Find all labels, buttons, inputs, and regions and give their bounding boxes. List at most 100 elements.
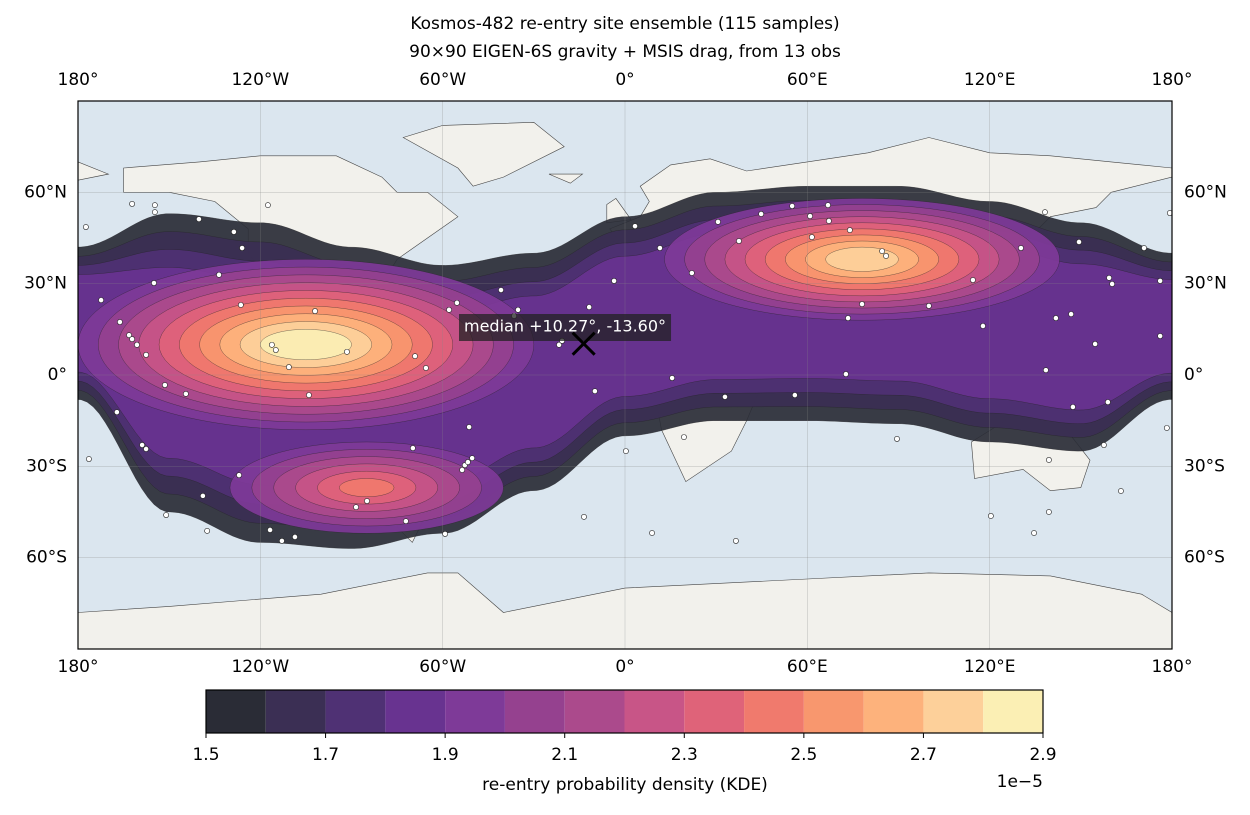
sample-point bbox=[285, 364, 292, 370]
colorbar-tick-label: 2.7 bbox=[910, 745, 937, 765]
sample-point bbox=[980, 323, 986, 329]
sample-point bbox=[402, 518, 409, 525]
sample-point bbox=[649, 530, 655, 536]
y-tick-label: 30°S bbox=[26, 456, 67, 476]
sample-point bbox=[807, 213, 813, 219]
colorbar-band bbox=[983, 690, 1043, 733]
sample-point bbox=[733, 538, 739, 544]
sample-point bbox=[1118, 488, 1124, 494]
x-tick-label: 120°W bbox=[231, 657, 289, 677]
sample-point bbox=[353, 504, 359, 511]
x-tick-label: 60°W bbox=[419, 657, 466, 677]
sample-point bbox=[129, 336, 135, 342]
sample-point bbox=[970, 277, 976, 283]
sample-point bbox=[1106, 274, 1112, 281]
sample-point bbox=[442, 531, 448, 537]
colorbar-band bbox=[923, 690, 984, 733]
sample-point bbox=[1042, 209, 1048, 216]
sample-point bbox=[581, 513, 587, 520]
sample-point bbox=[1076, 239, 1082, 245]
sample-point bbox=[1053, 315, 1059, 321]
sample-point bbox=[199, 492, 206, 499]
x-tick-label: 180° bbox=[58, 70, 99, 90]
colorbar-tick-label: 1.5 bbox=[192, 745, 219, 765]
x-tick-label: 0° bbox=[615, 657, 634, 677]
colorbar-band bbox=[206, 690, 266, 733]
colorbar-frame bbox=[205, 689, 1044, 734]
sample-point bbox=[1109, 281, 1116, 287]
sample-point bbox=[1070, 404, 1076, 410]
sample-point bbox=[825, 202, 831, 209]
sample-point bbox=[715, 218, 721, 225]
sample-point bbox=[446, 306, 452, 313]
y-tick-label: 60°N bbox=[1184, 182, 1227, 202]
landmass bbox=[402, 121, 565, 187]
sample-point bbox=[1042, 367, 1049, 374]
sample-point bbox=[306, 392, 312, 398]
sample-point bbox=[1163, 425, 1170, 431]
x-tick-label: 60°E bbox=[787, 70, 828, 90]
sample-point bbox=[143, 352, 149, 358]
sample-point bbox=[239, 245, 245, 251]
colorbar-band bbox=[684, 690, 745, 733]
sample-point bbox=[1031, 530, 1037, 536]
sample-point bbox=[151, 280, 157, 286]
sample-point bbox=[344, 348, 350, 355]
sample-point bbox=[1101, 442, 1107, 448]
x-tick-label: 180° bbox=[1152, 70, 1193, 90]
sample-point bbox=[312, 308, 318, 314]
y-tick-label: 0° bbox=[1184, 365, 1203, 385]
colorbar-band bbox=[445, 690, 505, 733]
sample-point bbox=[688, 270, 695, 276]
sample-point bbox=[1141, 245, 1147, 251]
y-tick-label: 60°S bbox=[26, 548, 67, 568]
sample-point bbox=[1046, 457, 1052, 463]
axes: 180° 180° 120°W 120°W 60°W 60°W 0° 0° 60°E 60°E 12… bbox=[24, 70, 1227, 677]
sample-point bbox=[669, 375, 676, 381]
sample-point bbox=[134, 341, 140, 348]
sample-point bbox=[163, 512, 170, 518]
sample-point bbox=[83, 224, 89, 230]
sample-point bbox=[498, 287, 504, 293]
sample-point bbox=[196, 216, 202, 223]
colorbar-band bbox=[863, 690, 924, 733]
sample-point bbox=[459, 467, 466, 473]
sample-point bbox=[845, 315, 851, 321]
sample-point bbox=[292, 534, 298, 540]
x-tick-label: 60°E bbox=[787, 657, 828, 677]
sample-point bbox=[182, 390, 189, 397]
density-band bbox=[339, 478, 395, 497]
x-tick-label: 180° bbox=[1152, 657, 1193, 677]
x-tick-label: 120°E bbox=[964, 70, 1016, 90]
colorbar-band bbox=[624, 690, 685, 733]
y-tick-label: 30°S bbox=[1184, 456, 1225, 476]
landmass bbox=[78, 161, 110, 181]
sample-point bbox=[1046, 509, 1052, 515]
x-tick-label: 120°W bbox=[231, 70, 289, 90]
landmass bbox=[548, 173, 584, 184]
sample-point bbox=[1092, 341, 1099, 347]
colorbar-tick-label: 1.9 bbox=[432, 745, 459, 765]
annotation-text: median +10.27°, -13.60° bbox=[464, 317, 666, 336]
x-tick-label: 180° bbox=[58, 657, 99, 677]
sample-point bbox=[681, 434, 687, 441]
y-tick-label: 30°N bbox=[1184, 274, 1227, 294]
sample-point bbox=[151, 209, 158, 216]
sample-point bbox=[204, 527, 211, 534]
x-tick-label: 0° bbox=[615, 70, 634, 90]
sample-point bbox=[265, 202, 271, 209]
colorbar-offset: 1e−5 bbox=[997, 772, 1043, 792]
colorbar-label: re-entry probability density (KDE) bbox=[482, 775, 768, 795]
sample-point bbox=[586, 304, 593, 311]
chart-title: Kosmos-482 re-entry site ensemble (115 s… bbox=[410, 14, 839, 34]
y-tick-label: 60°S bbox=[1184, 548, 1225, 568]
sample-point bbox=[237, 302, 244, 308]
colorbar-tick-label: 2.9 bbox=[1029, 745, 1056, 765]
y-tick-label: 0° bbox=[48, 365, 67, 385]
y-tick-label: 60°N bbox=[24, 182, 67, 202]
sample-point bbox=[129, 201, 135, 207]
sample-point bbox=[279, 538, 285, 544]
x-tick-label: 120°E bbox=[964, 657, 1016, 677]
